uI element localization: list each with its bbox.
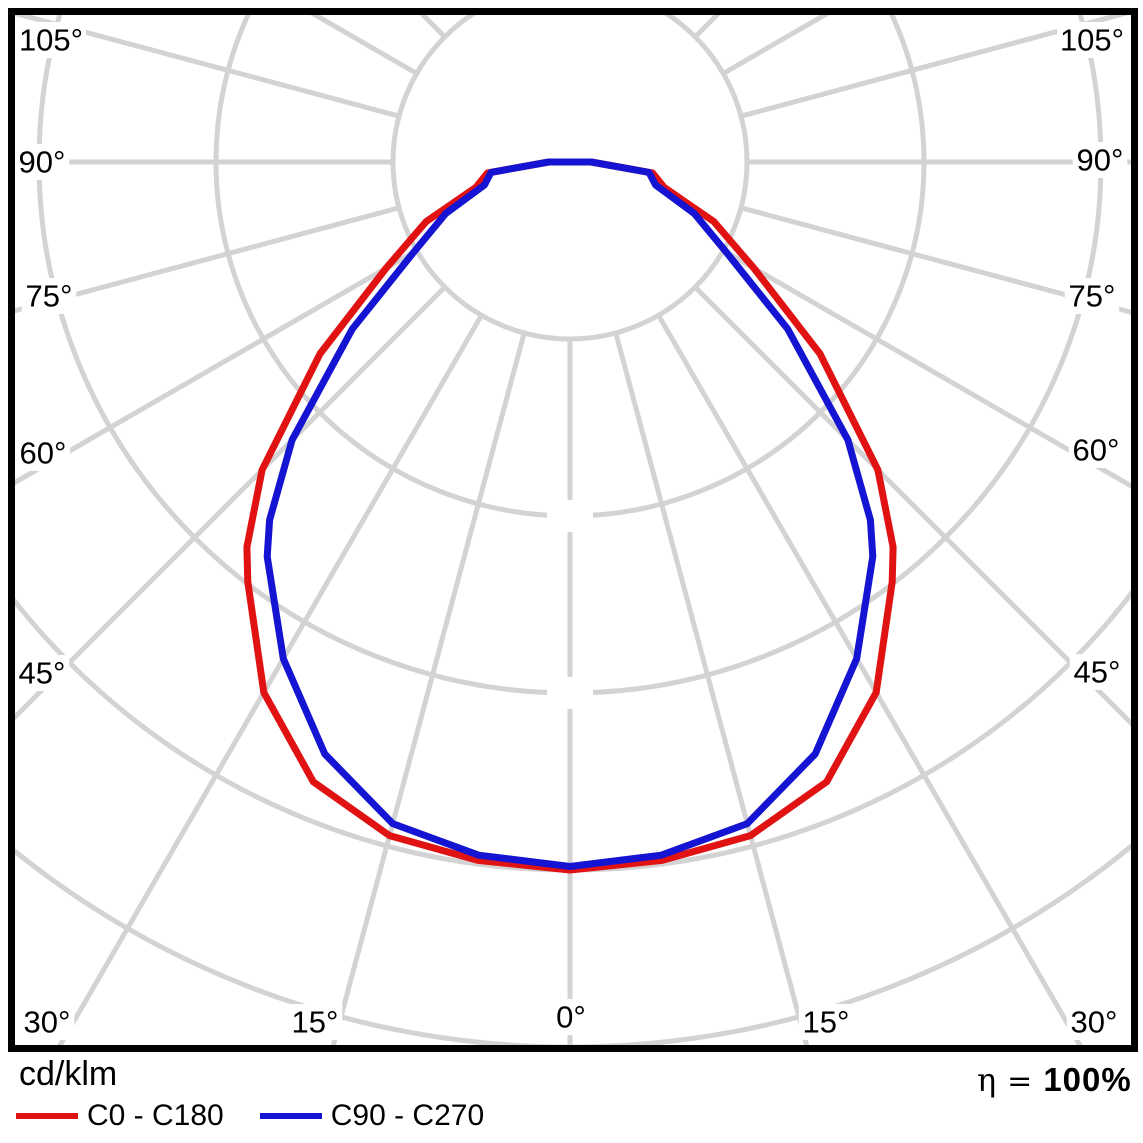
eta-value: 100%: [1043, 1061, 1132, 1098]
light-output-ratio: η = 100%: [977, 1061, 1132, 1099]
polar-spoke: [15, 248, 418, 486]
polar-spoke: [740, 15, 1129, 119]
angle-label: 105°: [1060, 23, 1124, 58]
angle-label-mask: [1069, 654, 1125, 690]
polar-spoke: [659, 0, 1143, 9]
angle-label: 30°: [24, 1005, 71, 1040]
legend: C0 - C180 C90 - C270: [16, 1101, 484, 1131]
polar-spoke: [15, 205, 400, 314]
angle-label: 75°: [1069, 279, 1116, 314]
legend-label: C90 - C270: [330, 1099, 485, 1132]
angle-label-mask: [1066, 1004, 1122, 1040]
angle-label-mask: [16, 22, 86, 58]
legend-item-c0-c180: C0 - C180: [16, 1101, 224, 1131]
legend-swatch-red: [16, 1113, 78, 1119]
intensity-curves: [243, 158, 897, 874]
polar-spoke: [613, 332, 810, 1045]
curve-c90-c270: [263, 158, 877, 870]
angle-label: 15°: [292, 1005, 339, 1040]
polar-spoke: [57, 314, 484, 1045]
angle-label: 75°: [26, 279, 73, 314]
angle-labels: 105° 90° 75° 60° 45° 30° 15° 0° 15° 30° 45° 60° 75° 9…: [14, 22, 1128, 1040]
angle-label: 60°: [20, 436, 67, 471]
axis-label-gap: [547, 677, 593, 709]
angle-label: 30°: [1071, 1005, 1118, 1040]
angle-label-mask: [551, 999, 591, 1035]
angle-label-mask: [14, 655, 70, 691]
angle-label: 90°: [1077, 143, 1124, 178]
axis-label-gap: [547, 500, 593, 532]
eta-symbol: η: [977, 1061, 997, 1099]
legend-item-c90-c270: C90 - C270: [259, 1099, 485, 1132]
plot-border: [8, 8, 1138, 1052]
angle-label: 60°: [1073, 433, 1120, 468]
angle-label-mask: [15, 435, 71, 471]
angle-label: 45°: [19, 656, 66, 691]
angle-label-mask: [287, 1004, 343, 1040]
polar-spoke: [0, 0, 482, 9]
angle-label-mask: [1068, 432, 1124, 468]
unit-label: cd/klm: [19, 1055, 118, 1093]
polar-spoke: [722, 248, 1131, 489]
angle-label-mask: [1064, 278, 1120, 314]
angle-label-mask: [1072, 142, 1128, 178]
polar-spoke: [740, 205, 1131, 315]
polar-ring: [390, 15, 750, 342]
angle-label-mask: [21, 278, 77, 314]
angle-label: 90°: [19, 145, 66, 180]
axis-label-gaps: [547, 500, 593, 709]
angle-label-mask: [798, 1004, 854, 1040]
eta-equals: =: [1007, 1064, 1033, 1099]
angle-label: 45°: [1074, 655, 1121, 690]
polar-spoke: [330, 332, 527, 1045]
polar-spoke: [15, 15, 400, 119]
angle-label: 105°: [19, 23, 83, 58]
legend-label: C0 - C180: [87, 1099, 224, 1132]
angle-label-mask: [14, 144, 70, 180]
angle-label: 15°: [803, 1005, 850, 1040]
legend-swatch-blue: [259, 1113, 322, 1119]
angle-label: 0°: [556, 1000, 586, 1035]
angle-label-mask: [19, 1004, 75, 1040]
polar-spoke: [656, 314, 1083, 1045]
angle-label-mask: [1057, 22, 1127, 58]
